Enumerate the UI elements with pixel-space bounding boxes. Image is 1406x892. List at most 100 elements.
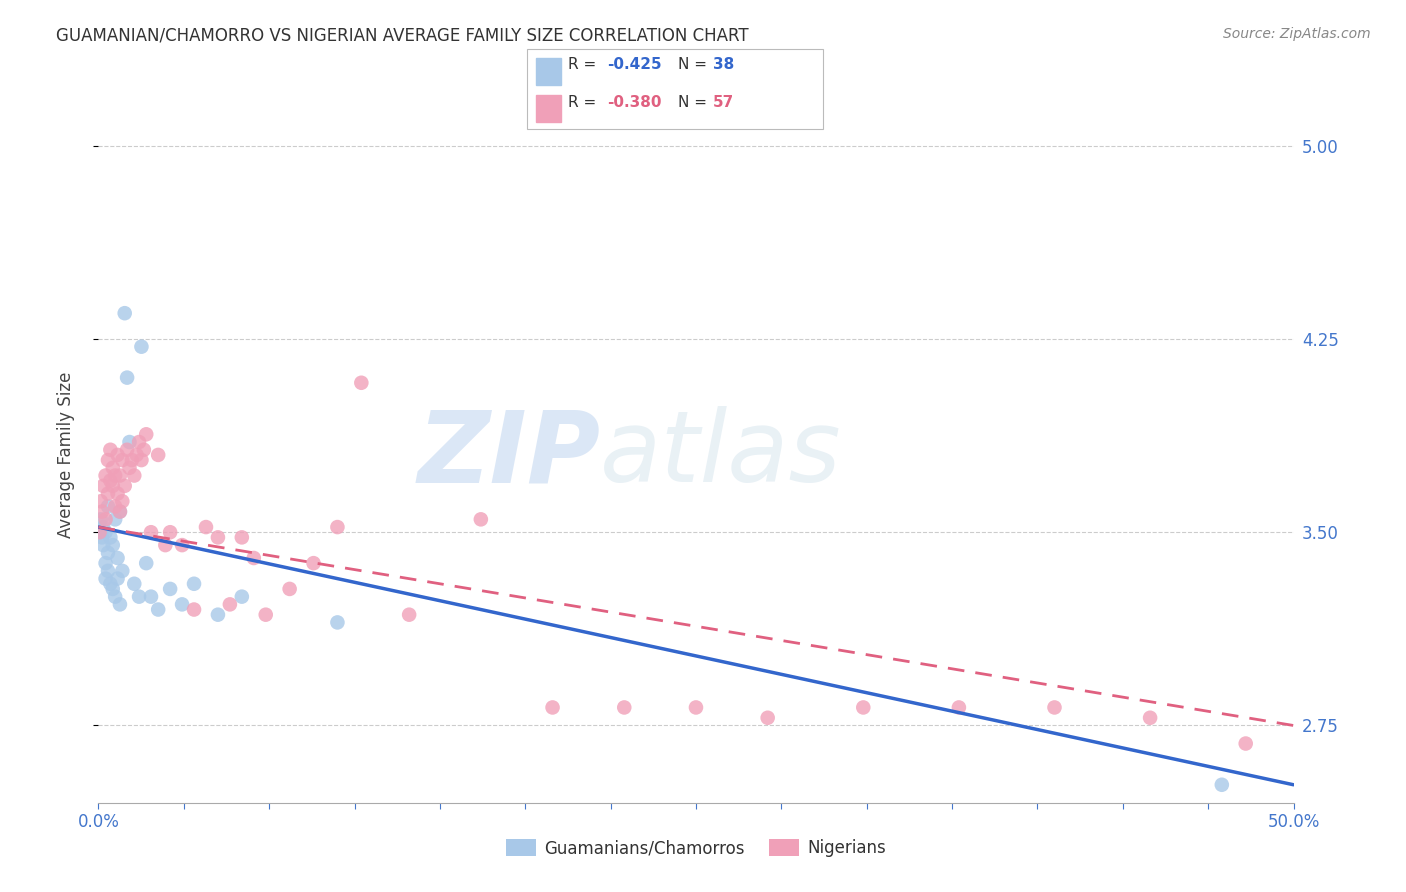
Text: -0.425: -0.425	[607, 57, 662, 72]
Point	[111, 564, 134, 578]
Text: 38: 38	[713, 57, 734, 72]
Point	[98, 530, 122, 544]
Point	[231, 590, 253, 604]
Point	[111, 494, 134, 508]
Point	[94, 512, 117, 526]
Text: R =: R =	[568, 95, 602, 110]
Point	[613, 700, 636, 714]
Point	[124, 576, 146, 591]
Point	[135, 427, 157, 442]
Point	[685, 700, 707, 714]
Text: N =: N =	[678, 95, 711, 110]
Legend: Guamanians/Chamorros, Nigerians: Guamanians/Chamorros, Nigerians	[499, 832, 893, 864]
Point	[852, 700, 875, 714]
Point	[219, 598, 242, 612]
Point	[148, 602, 170, 616]
Point	[114, 306, 136, 320]
Point	[104, 500, 127, 514]
Text: ZIP: ZIP	[418, 407, 600, 503]
Point	[183, 576, 205, 591]
Point	[172, 538, 194, 552]
Point	[278, 582, 301, 596]
Point	[128, 435, 150, 450]
Point	[1211, 778, 1233, 792]
Point	[948, 700, 970, 714]
Point	[97, 486, 120, 500]
Point	[98, 474, 122, 488]
Point	[115, 370, 138, 384]
Point	[326, 520, 349, 534]
Point	[1139, 711, 1161, 725]
Point	[128, 590, 150, 604]
Point	[302, 556, 325, 570]
Y-axis label: Average Family Size: Average Family Size	[56, 372, 75, 538]
Point	[91, 538, 114, 552]
Point	[207, 530, 229, 544]
Point	[101, 479, 124, 493]
Point	[756, 711, 779, 725]
Point	[1234, 737, 1257, 751]
Text: 57: 57	[713, 95, 734, 110]
Point	[108, 505, 131, 519]
Point	[398, 607, 420, 622]
Point	[326, 615, 349, 630]
Point	[1043, 700, 1066, 714]
Point	[107, 486, 129, 500]
Point	[97, 500, 120, 514]
Point	[107, 572, 129, 586]
Point	[107, 551, 129, 566]
Point	[131, 340, 153, 354]
Point	[350, 376, 373, 390]
Point	[89, 525, 111, 540]
Point	[111, 453, 134, 467]
Text: atlas: atlas	[600, 407, 842, 503]
Point	[243, 551, 266, 566]
Point	[101, 460, 124, 475]
Point	[207, 607, 229, 622]
Point	[118, 460, 141, 475]
Point	[132, 442, 155, 457]
Point	[114, 479, 136, 493]
Point	[155, 538, 177, 552]
Point	[104, 468, 127, 483]
Point	[108, 598, 131, 612]
Point	[121, 453, 143, 467]
Text: N =: N =	[678, 57, 711, 72]
Point	[183, 602, 205, 616]
Point	[115, 442, 138, 457]
Text: R =: R =	[568, 57, 602, 72]
Point	[97, 546, 120, 560]
Point	[98, 576, 122, 591]
Point	[94, 572, 117, 586]
Point	[91, 505, 114, 519]
Point	[104, 590, 127, 604]
Point	[89, 525, 111, 540]
Point	[101, 582, 124, 596]
Point	[94, 468, 117, 483]
Point	[159, 525, 181, 540]
Point	[135, 556, 157, 570]
Point	[195, 520, 218, 534]
Point	[104, 512, 127, 526]
Point	[159, 582, 181, 596]
Point	[125, 448, 148, 462]
Point	[97, 564, 120, 578]
Text: Source: ZipAtlas.com: Source: ZipAtlas.com	[1223, 27, 1371, 41]
Point	[541, 700, 564, 714]
Point	[172, 598, 194, 612]
Point	[131, 453, 153, 467]
Text: GUAMANIAN/CHAMORRO VS NIGERIAN AVERAGE FAMILY SIZE CORRELATION CHART: GUAMANIAN/CHAMORRO VS NIGERIAN AVERAGE F…	[56, 27, 749, 45]
Point	[124, 468, 146, 483]
Point	[91, 520, 114, 534]
Point	[108, 468, 131, 483]
Point	[97, 453, 120, 467]
Point	[118, 435, 141, 450]
Point	[148, 448, 170, 462]
Point	[94, 525, 117, 540]
Point	[101, 538, 124, 552]
Point	[139, 590, 162, 604]
Point	[139, 525, 162, 540]
Point	[470, 512, 492, 526]
Point	[107, 448, 129, 462]
Point	[90, 512, 112, 526]
